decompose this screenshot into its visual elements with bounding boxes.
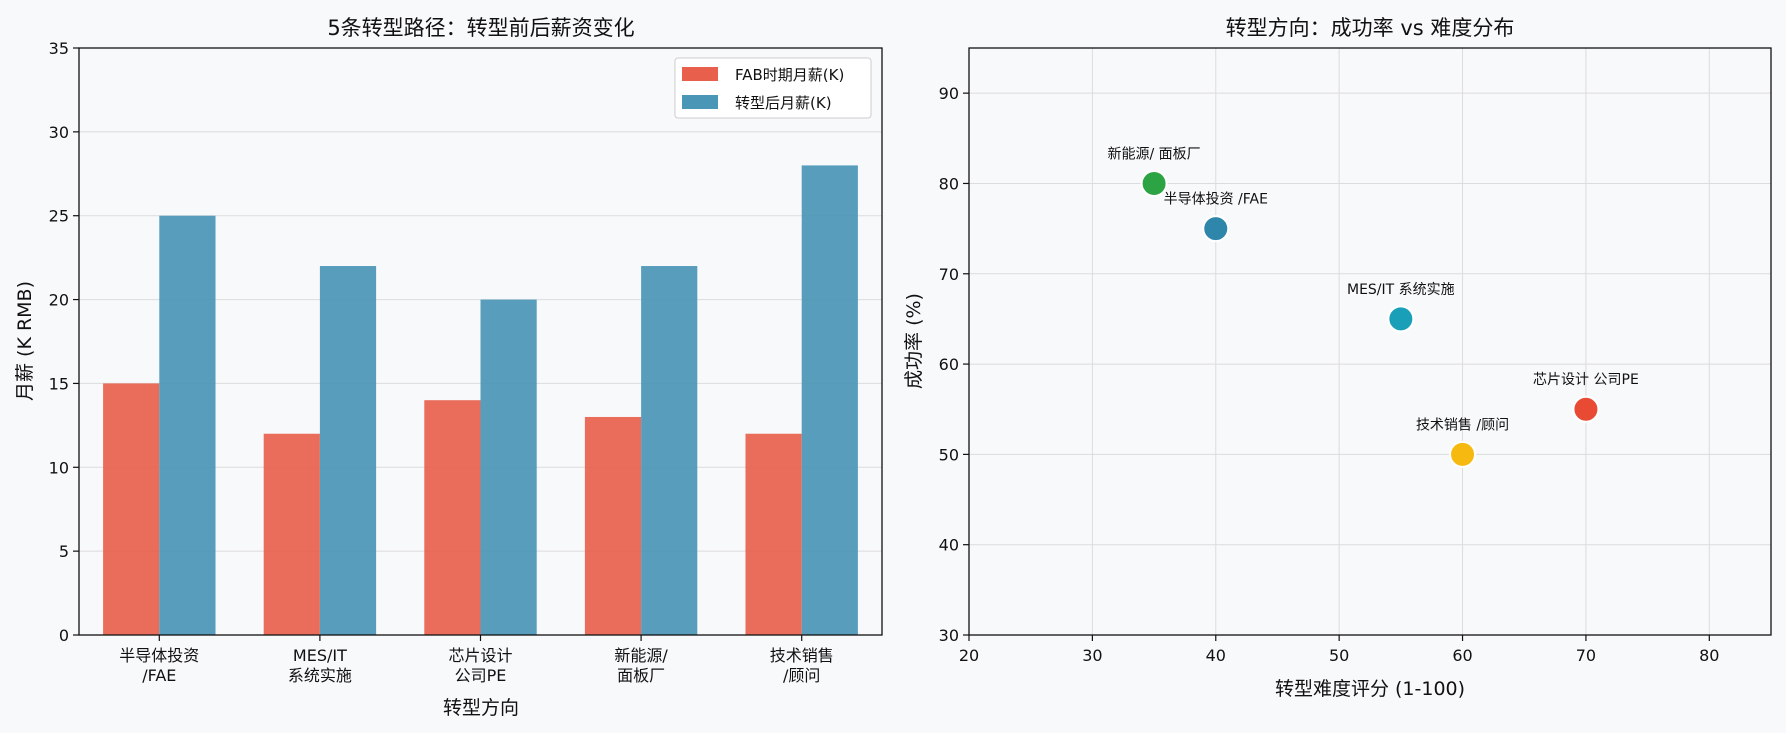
scatter-x-tick-label: 40 (1206, 646, 1226, 665)
bar-y-tick-label: 25 (49, 207, 69, 226)
scatter-y-tick-label: 70 (939, 265, 959, 284)
scatter-point (1140, 169, 1168, 197)
bar-x-tick-label: 半导体投资/FAE (119, 646, 199, 685)
scatter-point (1202, 215, 1230, 243)
bar-x-tick-label: 芯片设计公司PE (448, 646, 512, 685)
bar-y-tick-label: 5 (59, 542, 69, 561)
bar-x-tick-label: 技术销售/顾问 (770, 646, 834, 685)
bar-after-salary (480, 299, 537, 635)
scatter-x-tick-label: 80 (1699, 646, 1719, 665)
scatter-point (1387, 305, 1415, 333)
scatter-y-tick-label: 50 (939, 445, 959, 464)
scatter-y-tick-label: 60 (939, 355, 959, 374)
scatter-point-label: 新能源/ 面板厂 (1107, 146, 1200, 162)
bar-fab-salary (745, 433, 802, 635)
legend-box (674, 57, 872, 119)
legend-label-after: 转型后月薪(K) (735, 94, 832, 112)
scatter-point (1572, 395, 1600, 423)
bar-y-tick-label: 35 (49, 39, 69, 58)
legend-swatch-fab (682, 67, 718, 81)
bar-after-salary (319, 266, 377, 635)
scatter-chart-title: 转型方向：成功率 vs 难度分布 (1226, 16, 1515, 40)
bar-chart-title: 5条转型路径：转型前后薪资变化 (327, 16, 634, 40)
bar-y-axis-label: 月薪 (K RMB) (14, 281, 36, 401)
scatter-y-tick-label: 80 (939, 174, 959, 193)
bar-fab-salary (584, 416, 642, 635)
bar-after-salary (159, 215, 216, 635)
scatter-x-tick-label: 60 (1452, 646, 1472, 665)
scatter-point-label: MES/IT 系统实施 (1347, 282, 1455, 298)
scatter-x-tick-label: 20 (959, 646, 979, 665)
scatter-point-label: 技术销售 /顾问 (1416, 417, 1509, 433)
bar-fab-salary (103, 383, 160, 635)
scatter-point-label: 半导体投资 /FAE (1164, 192, 1268, 208)
scatter-plot-frame (968, 47, 1772, 636)
bar-y-tick-label: 15 (49, 374, 69, 393)
bar-after-salary (801, 165, 858, 635)
bar-plot-frame (78, 47, 883, 636)
bar-x-tick-label: 新能源/面板厂 (614, 646, 668, 685)
bar-x-axis-label: 转型方向 (443, 697, 519, 719)
bar-y-tick-label: 0 (59, 626, 69, 645)
bar-y-tick-label: 20 (49, 291, 69, 310)
scatter-y-axis-label: 成功率 (%) (903, 293, 925, 389)
scatter-x-axis-label: 转型难度评分 (1-100) (1275, 678, 1465, 700)
scatter-y-tick-label: 90 (939, 84, 959, 103)
bar-y-tick-label: 10 (49, 458, 69, 477)
scatter-x-tick-label: 50 (1329, 646, 1349, 665)
scatter-chart: 转型方向：成功率 vs 难度分布 20 30 40 50 60 70 80304050607… (903, 16, 1772, 700)
bar-after-salary (641, 266, 698, 635)
bar-legend: FAB时期月薪(K) 转型后月薪(K) (674, 57, 872, 119)
legend-swatch-after (682, 95, 718, 109)
legend-label-fab: FAB时期月薪(K) (735, 66, 844, 84)
bar-fab-salary (424, 400, 481, 635)
scatter-x-tick-label: 30 (1082, 646, 1102, 665)
bar-y-tick-label: 30 (49, 123, 69, 142)
bar-chart: 5条转型路径：转型前后薪资变化 0 5 10 15 20 25 30 35 半导体投资/FAE M… (14, 16, 883, 719)
bar-fab-salary (263, 433, 320, 635)
scatter-point-label: 芯片设计 公司PE (1533, 372, 1639, 388)
bar-x-tick-label: MES/IT 系统实施 (288, 646, 352, 685)
scatter-y-tick-label: 30 (939, 626, 959, 645)
scatter-x-tick-label: 70 (1576, 646, 1596, 665)
scatter-point (1449, 440, 1477, 468)
scatter-y-tick-label: 40 (939, 536, 959, 555)
